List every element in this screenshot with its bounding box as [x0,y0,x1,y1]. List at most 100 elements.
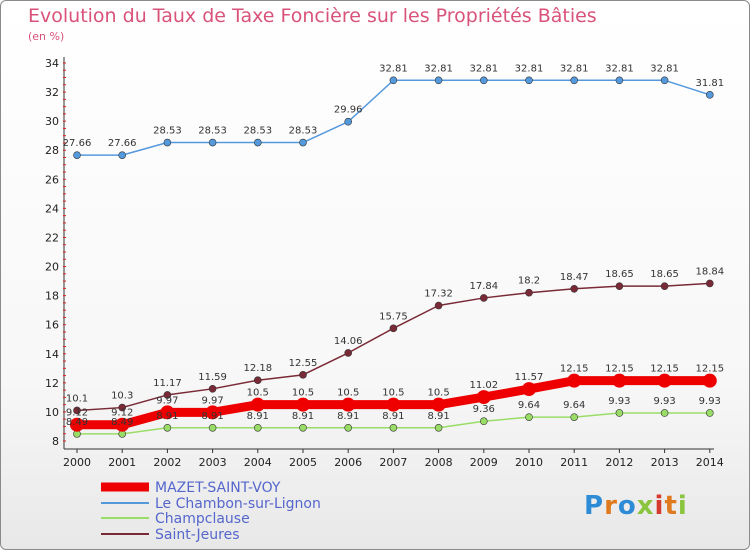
data-label-4: 18.65 [605,269,634,280]
data-label-4: 10.1 [66,393,88,404]
data-label-3: 9.64 [563,400,585,411]
data-label-2: 32.81 [515,63,544,74]
data-label-3: 9.93 [699,396,721,407]
data-point-4 [705,279,714,288]
logo-letter: t [664,491,678,521]
y-tick-label: 16 [45,319,59,332]
data-point-3 [299,423,307,432]
data-point-1 [250,397,265,412]
data-label-3: 8.91 [382,411,404,422]
data-label-1: 12.15 [695,364,724,375]
data-label-4: 18.47 [560,272,589,283]
y-tick-label: 8 [52,435,59,448]
y-tick-label: 10 [45,406,59,419]
data-label-1: 9.12 [111,408,133,419]
x-tick-label: 2014 [696,456,724,469]
y-tick-label: 34 [45,57,59,70]
logo-letter: o [617,491,637,521]
data-label-2: 32.81 [469,63,498,74]
data-label-1: 10.5 [292,388,314,399]
legend-label: Le Chambon-sur-Lignon [155,496,321,512]
y-tick-label: 20 [45,261,59,274]
x-tick-label: 2013 [651,456,679,469]
data-label-2: 32.81 [650,63,679,74]
data-point-1 [296,397,310,412]
data-label-1: 11.02 [469,380,498,391]
data-point-2 [253,138,262,147]
data-label-2: 32.81 [424,63,453,74]
data-label-2: 29.96 [334,105,363,116]
data-point-3 [434,423,443,432]
data-point-4 [479,294,488,302]
data-point-1 [702,373,717,388]
data-point-3 [525,413,533,421]
data-label-1: 12.15 [650,364,679,375]
data-point-3 [344,423,353,432]
data-point-1 [657,373,672,388]
data-point-1 [70,417,84,432]
data-label-2: 28.53 [153,126,182,137]
y-tick-label: 32 [45,86,59,99]
data-label-1: 10.5 [247,388,269,399]
data-point-2 [479,76,488,85]
data-point-3 [163,423,172,432]
legend-label: Champclause [155,511,250,527]
data-point-1 [476,390,491,405]
data-label-4: 18.65 [650,269,679,280]
data-point-2 [705,91,714,99]
data-label-3: 8.91 [201,411,223,422]
logo-letter: x [636,491,655,521]
data-point-2 [73,151,81,159]
data-label-1: 12.15 [560,364,589,375]
data-point-4 [660,282,669,290]
data-label-1: 10.5 [427,388,449,399]
y-tick-label: 30 [45,115,59,128]
x-tick-label: 2005 [289,456,317,469]
data-point-2 [208,138,217,147]
data-label-4: 11.59 [198,372,227,383]
data-point-4 [615,282,624,290]
data-label-3: 8.49 [66,417,88,428]
y-tick-label: 24 [45,202,59,215]
data-label-4: 12.55 [289,358,318,369]
y-tick-label: 18 [45,290,59,303]
data-point-4 [525,288,533,297]
data-point-1 [341,397,356,412]
proxiti-logo: Proxiti [584,491,688,521]
data-label-2: 32.81 [560,63,589,74]
data-point-1 [205,405,220,420]
x-tick-label: 2007 [379,456,407,469]
data-point-2 [389,76,398,85]
data-label-1: 10.5 [337,388,359,399]
data-point-4 [208,385,217,393]
data-point-2 [118,151,126,159]
data-point-4 [118,403,126,412]
data-point-2 [163,138,172,147]
x-tick-label: 2004 [244,456,272,469]
logo-letter: i [677,491,688,521]
data-point-1 [522,382,536,397]
logo-letter: r [604,491,618,521]
data-label-4: 14.06 [334,336,363,347]
data-point-2 [299,138,307,147]
data-point-1 [115,417,130,432]
data-point-2 [434,76,443,85]
logo-letter: P [584,491,605,521]
x-tick-label: 2008 [425,456,453,469]
x-tick-label: 2010 [515,456,543,469]
data-label-3: 9.93 [608,396,630,407]
data-label-4: 18.2 [518,276,540,287]
data-point-1 [612,373,627,388]
data-point-4 [253,376,262,385]
data-label-2: 27.66 [108,138,137,149]
data-point-1 [431,397,446,412]
data-label-3: 9.64 [518,400,540,411]
data-label-4: 18.84 [695,266,724,277]
legend-label: Saint-Jeures [155,527,240,543]
x-tick-label: 2000 [63,456,91,469]
x-tick-label: 2003 [199,456,227,469]
x-tick-label: 2006 [334,456,362,469]
data-label-4: 15.75 [379,311,408,322]
logo-letter: i [654,491,665,521]
